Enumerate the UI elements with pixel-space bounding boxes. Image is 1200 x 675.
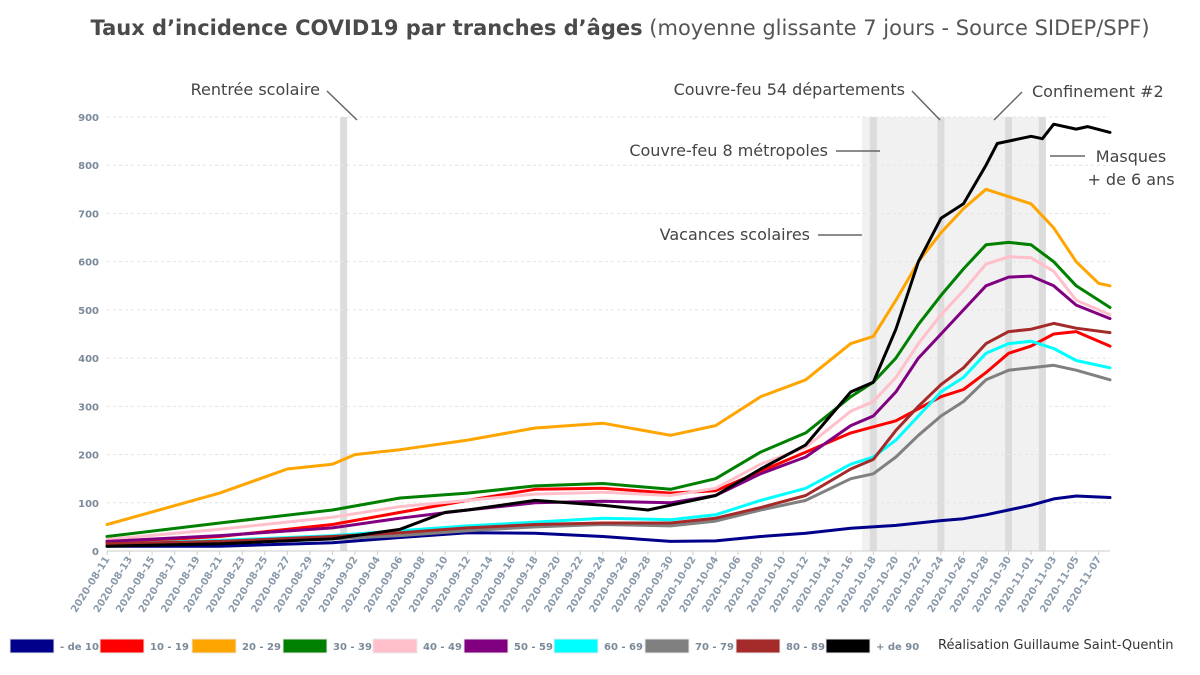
series-line-3 <box>105 240 1112 538</box>
legend-swatch-6 <box>553 638 599 654</box>
event-line-0 <box>340 117 348 551</box>
legend-label-2: 20 - 29 <box>242 642 281 653</box>
y-tick-100: 100 <box>78 499 99 510</box>
y-tick-600: 600 <box>78 258 99 269</box>
series-line-1 <box>105 330 1112 545</box>
event-line-4 <box>1038 117 1046 551</box>
chart-title-main: Taux d’incidence COVID19 par tranches d’… <box>90 16 643 40</box>
annotation-rentree: Rentrée scolaire <box>191 80 320 99</box>
legend-label-7: 70 - 79 <box>695 642 734 653</box>
legend-label-4: 40 - 49 <box>423 642 462 653</box>
legend-swatch-4 <box>372 638 418 654</box>
series-line-8 <box>105 321 1112 546</box>
y-tick-300: 300 <box>78 402 99 413</box>
legend-label-1: 10 - 19 <box>150 642 189 653</box>
series-lines <box>105 122 1112 548</box>
legend-label-9: + de 90 <box>876 642 919 653</box>
grid-lines <box>107 116 1110 552</box>
annotation-confinement: Confinement #2 <box>1032 82 1164 101</box>
legend: - de 10 10 - 19 20 - 29 30 - 39 40 - 49 50 - … <box>9 638 919 654</box>
legend-label-6: 60 - 69 <box>604 642 643 653</box>
legend-label-3: 30 - 39 <box>333 642 372 653</box>
y-tick-400: 400 <box>78 354 99 365</box>
credit: Réalisation Guillaume Saint-Quentin <box>938 638 1174 653</box>
y-tick-200: 200 <box>78 451 99 462</box>
legend-swatch-8 <box>735 638 781 654</box>
annotation-confinement-pointer <box>993 91 1023 121</box>
legend-swatch-7 <box>644 638 690 654</box>
series-line-2 <box>105 187 1112 526</box>
annotation-masques: Masques <box>1096 147 1166 166</box>
legend-swatch-2 <box>191 638 237 654</box>
series-line-4 <box>105 255 1112 541</box>
y-tick-700: 700 <box>78 209 99 220</box>
legend-label-8: 80 - 89 <box>786 642 825 653</box>
legend-label-0: - de 10 <box>60 642 99 653</box>
series-line-6 <box>105 339 1112 546</box>
y-tick-900: 900 <box>78 113 99 124</box>
holiday-band <box>862 117 1043 551</box>
y-tick-500: 500 <box>78 306 99 317</box>
y-axis-ticks: 0 100 200 300 400 500 600 700 800 900 <box>78 113 99 558</box>
y-tick-800: 800 <box>78 161 99 172</box>
annotation-couvre-feu-54: Couvre-feu 54 départements <box>674 80 905 99</box>
legend-swatch-0 <box>9 638 55 654</box>
event-annotations: Rentrée scolaire Couvre-feu 8 métropoles C… <box>191 80 1175 244</box>
legend-swatch-3 <box>282 638 328 654</box>
series-line-9 <box>105 122 1112 548</box>
legend-swatch-1 <box>99 638 145 654</box>
x-axis-ticks: 2020-08-112020-08-132020-08-152020-08-17… <box>69 551 1104 615</box>
annotation-vacances: Vacances scolaires <box>660 225 810 244</box>
y-tick-0: 0 <box>92 547 99 558</box>
series-line-7 <box>105 363 1112 547</box>
annotation-couvre-feu-54-pointer <box>911 90 941 121</box>
series-line-0 <box>105 494 1112 548</box>
annotation-couvre-feu-8: Couvre-feu 8 métropoles <box>629 141 828 160</box>
chart-title: Taux d’incidence COVID19 par tranches d’… <box>0 16 1200 40</box>
event-line-3 <box>1005 117 1013 551</box>
legend-swatch-5 <box>463 638 509 654</box>
legend-label-5: 50 - 59 <box>514 642 553 653</box>
chart-title-sub: (moyenne glissante 7 jours - Source SIDE… <box>649 16 1150 40</box>
annotation-masques-2: + de 6 ans <box>1087 170 1174 189</box>
annotation-rentree-pointer <box>326 90 358 121</box>
legend-swatch-9 <box>825 638 871 654</box>
